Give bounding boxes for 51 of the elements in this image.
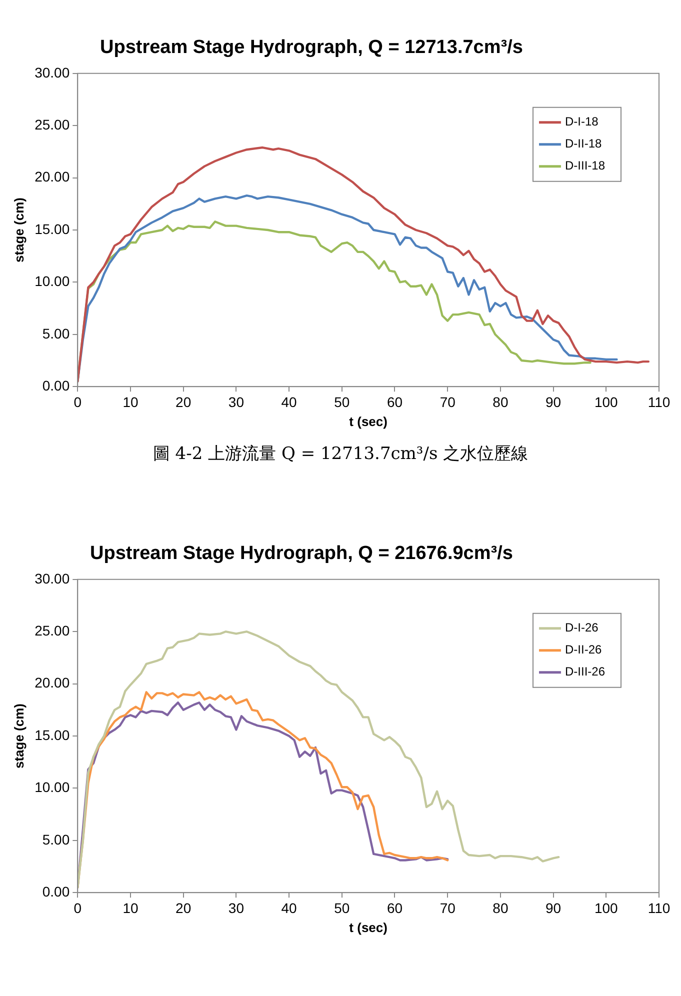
y-tick-label: 0.00 <box>42 377 70 394</box>
x-tick-label: 60 <box>386 900 403 916</box>
y-tick-label: 10.00 <box>34 779 70 796</box>
x-tick-label: 80 <box>492 900 508 916</box>
x-tick-label: 90 <box>546 900 562 916</box>
x-axis-title: t (sec) <box>349 414 388 429</box>
y-tick-label: 25.00 <box>34 116 70 132</box>
x-tick-label: 30 <box>228 900 244 916</box>
x-tick-label: 20 <box>176 394 192 410</box>
y-axis-title: stage (cm) <box>11 703 26 769</box>
y-tick-label: 30.00 <box>34 570 70 586</box>
x-tick-label: 40 <box>281 394 298 410</box>
x-tick-label: 110 <box>648 394 670 410</box>
x-tick-label: 80 <box>492 394 508 410</box>
x-tick-label: 40 <box>281 900 298 916</box>
x-tick-label: 30 <box>228 394 244 410</box>
legend-label: D-II-26 <box>565 642 602 657</box>
x-tick-label: 0 <box>74 394 82 410</box>
x-tick-label: 110 <box>648 900 670 916</box>
x-tick-label: 70 <box>440 394 456 410</box>
y-tick-label: 15.00 <box>34 220 70 237</box>
y-tick-label: 5.00 <box>42 325 70 342</box>
x-tick-label: 10 <box>122 900 138 916</box>
x-tick-label: 0 <box>74 900 82 916</box>
y-tick-label: 20.00 <box>34 168 70 185</box>
y-tick-label: 20.00 <box>34 674 70 691</box>
x-tick-label: 70 <box>440 900 456 916</box>
legend-label: D-I-26 <box>565 620 599 635</box>
x-tick-label: 90 <box>546 394 562 410</box>
y-axis-title: stage (cm) <box>11 197 26 263</box>
chart-title: Upstream Stage Hydrograph, Q = 12713.7cm³/s <box>99 36 524 60</box>
x-tick-label: 50 <box>334 394 350 410</box>
x-tick-label: 100 <box>594 394 618 410</box>
y-tick-label: 25.00 <box>34 622 70 638</box>
legend-label: D-I-18 <box>565 114 599 129</box>
x-tick-label: 100 <box>594 900 618 916</box>
chart-title: Upstream Stage Hydrograph, Q = 21676.9cm³/s <box>89 542 514 566</box>
x-tick-label: 50 <box>334 900 350 916</box>
x-tick-label: 10 <box>122 394 138 410</box>
x-tick-label: 20 <box>176 900 192 916</box>
caption: 圖 4-2 上游流量 Q = 12713.7cm³/s 之水位歷線 <box>152 443 530 466</box>
y-tick-label: 15.00 <box>34 726 70 743</box>
y-tick-label: 10.00 <box>34 273 70 290</box>
y-tick-label: 0.00 <box>42 883 70 900</box>
x-axis-title: t (sec) <box>349 920 388 935</box>
x-tick-label: 60 <box>386 394 403 410</box>
legend-label: D-III-18 <box>565 158 606 173</box>
y-tick-label: 5.00 <box>42 831 70 848</box>
legend-label: D-III-26 <box>565 664 606 679</box>
y-tick-label: 30.00 <box>34 64 70 80</box>
legend-label: D-II-18 <box>565 136 602 151</box>
